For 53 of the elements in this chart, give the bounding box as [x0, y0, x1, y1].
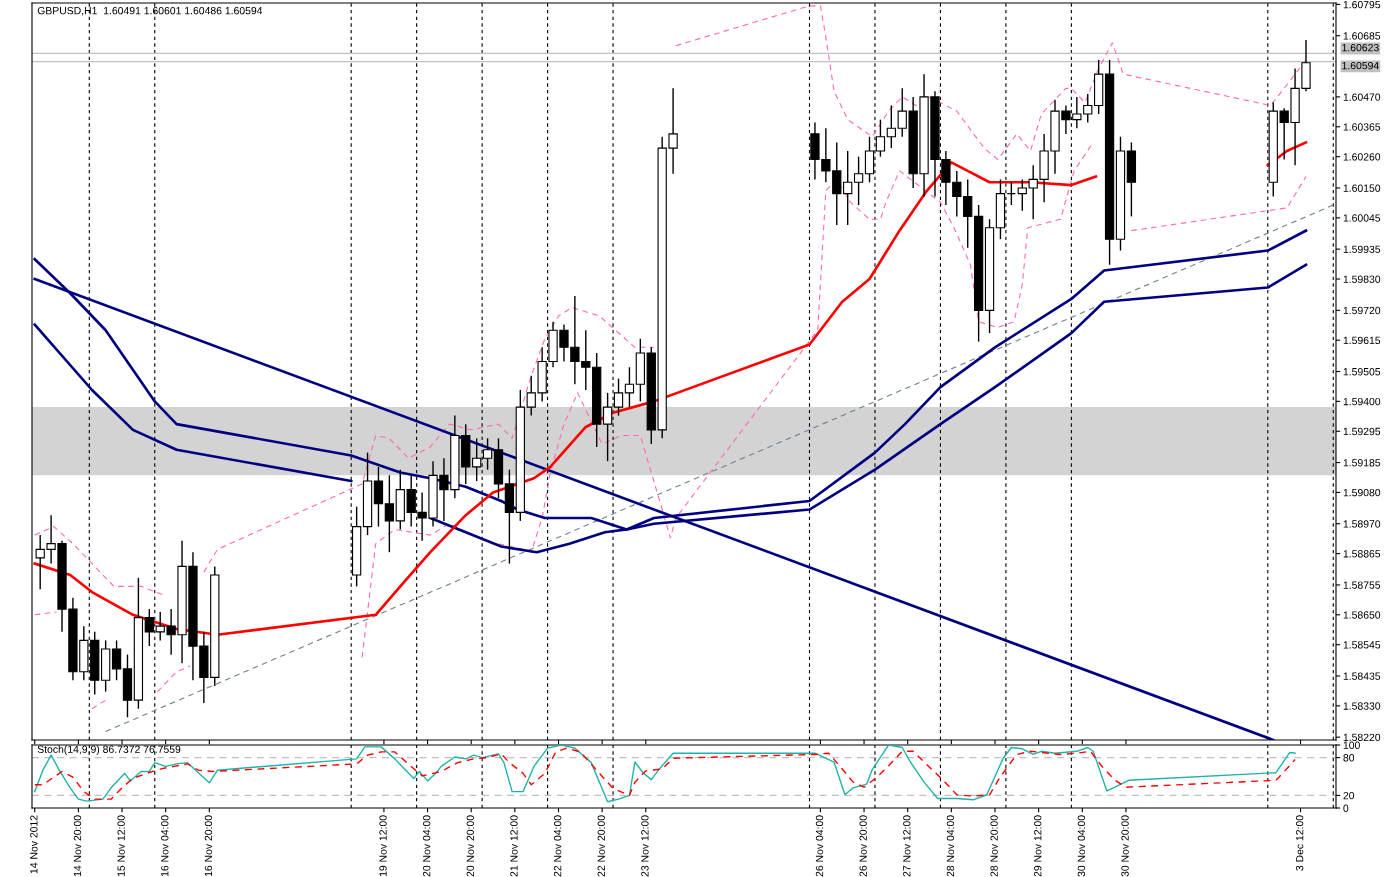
y-tick-label: 1.58865 — [1343, 550, 1381, 558]
x-tick-label: 28 Nov 20:00 — [990, 815, 998, 877]
x-tick-label: 19 Nov 12:00 — [379, 815, 387, 877]
x-tick-label: 16 Nov 04:00 — [161, 815, 169, 877]
y-tick-label: 1.58650 — [1343, 611, 1381, 619]
x-tick-label: 22 Nov 04:00 — [553, 815, 562, 877]
y-tick-label: 0 — [1343, 804, 1349, 812]
y-tick-label: 1.58970 — [1343, 520, 1381, 528]
y-tick-label: 1.60150 — [1343, 184, 1381, 192]
y-tick-label: 1.59295 — [1343, 427, 1381, 436]
x-tick-label: 30 Nov 04:00 — [1077, 815, 1086, 877]
x-tick-label: 28 Nov 04:00 — [946, 815, 955, 877]
x-tick-label: 20 Nov 20:00 — [466, 815, 475, 877]
y-tick-label: 1.60045 — [1343, 214, 1381, 222]
y-tick-label: 1.58755 — [1343, 581, 1381, 589]
y-tick-label: 1.58330 — [1343, 702, 1381, 710]
y-tick-label: 1.59080 — [1343, 488, 1381, 497]
y-tick-label: 1.59400 — [1343, 397, 1381, 406]
chart-title: GBPUSD,H1 1.60491 1.60601 1.60486 1.60594 — [37, 6, 263, 16]
y-tick-label: 1.60685 — [1343, 32, 1381, 40]
y-tick-label: 100 — [1343, 741, 1360, 749]
x-tick-label: 21 Nov 12:00 — [510, 815, 518, 877]
y-tick-label: 80 — [1343, 754, 1355, 762]
y-tick-label: 1.58220 — [1343, 733, 1381, 742]
x-tick-label: 23 Nov 12:00 — [641, 815, 649, 877]
y-tick-label: 1.59935 — [1343, 245, 1381, 254]
x-tick-label: 26 Nov 20:00 — [859, 815, 867, 877]
x-tick-label: 16 Nov 20:00 — [204, 815, 213, 877]
x-tick-label: 26 Nov 04:00 — [815, 815, 824, 877]
y-tick-label: 1.60795 — [1343, 0, 1381, 9]
y-tick-label: 1.59720 — [1343, 306, 1381, 315]
x-tick-label: 22 Nov 20:00 — [597, 815, 605, 877]
x-tick-label: 30 Nov 20:00 — [1121, 815, 1129, 877]
y-tick-label: 1.60470 — [1343, 93, 1381, 101]
ref-line-label: 1.60594 — [1342, 61, 1379, 70]
x-tick-label: 3 Dec 12:00 — [1295, 815, 1304, 871]
y-tick-label: 1.59185 — [1343, 459, 1381, 467]
chart-title: Stoch(14,9,9) 86.7372 76.7559 — [37, 745, 181, 756]
x-tick-label: 27 Nov 12:00 — [903, 815, 911, 877]
y-tick-label: 1.59830 — [1343, 275, 1381, 283]
y-tick-label: 1.60260 — [1343, 153, 1381, 161]
x-tick-label: 14 Nov 20:00 — [73, 815, 82, 877]
y-tick-label: 1.59505 — [1343, 368, 1381, 376]
x-tick-label: 14 Nov 2012 — [30, 815, 38, 874]
x-tick-label: 20 Nov 04:00 — [422, 815, 431, 877]
y-tick-label: 1.58545 — [1343, 641, 1381, 649]
x-tick-label: 15 Nov 12:00 — [117, 815, 125, 877]
y-tick-label: 1.60365 — [1343, 123, 1381, 131]
y-tick-label: 1.59615 — [1343, 336, 1381, 345]
y-tick-label: 1.58435 — [1343, 672, 1381, 680]
y-tick-label: 20 — [1343, 791, 1355, 800]
ref-line-label: 1.60623 — [1342, 43, 1379, 52]
x-tick-label: 29 Nov 12:00 — [1034, 815, 1042, 877]
